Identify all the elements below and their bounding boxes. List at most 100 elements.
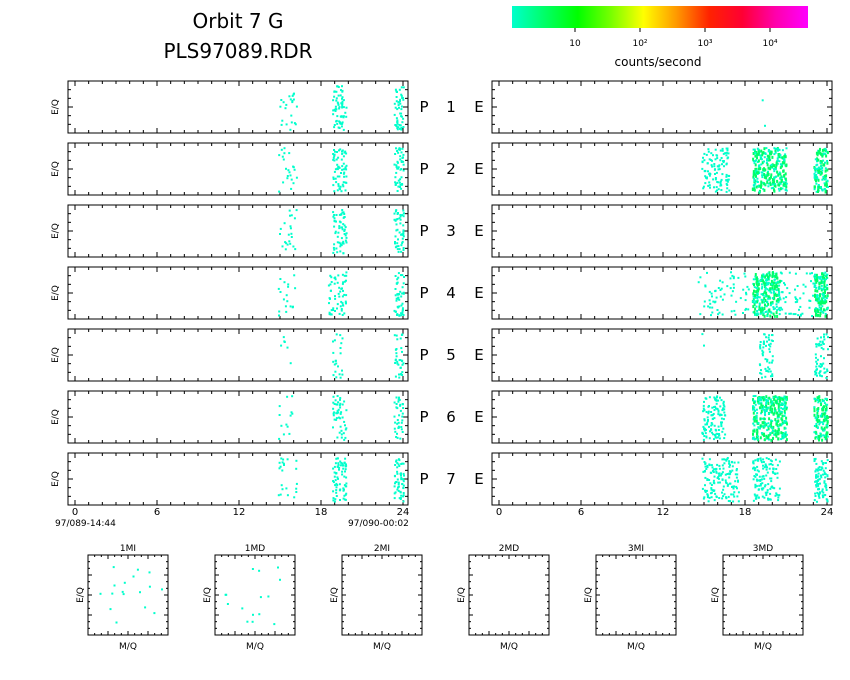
count-mark: [755, 419, 758, 423]
count-mark: [333, 363, 336, 366]
count-mark: [752, 408, 754, 411]
count-mark: [730, 294, 733, 297]
count-mark: [818, 365, 821, 368]
count-mark: [396, 228, 399, 231]
count-mark: [756, 438, 759, 441]
count-mark: [400, 421, 403, 424]
count-mark: [754, 467, 757, 470]
count-mark: [765, 283, 768, 286]
count-mark: [824, 147, 827, 150]
count-mark: [760, 398, 763, 401]
count-mark: [400, 105, 403, 108]
count-mark: [393, 401, 396, 404]
count-mark: [816, 396, 819, 400]
count-mark: [341, 100, 344, 103]
count-mark: [713, 406, 715, 409]
count-mark: [771, 410, 773, 414]
count-mark: [287, 169, 290, 172]
count-mark: [768, 396, 771, 400]
count-mark: [820, 355, 822, 358]
count-mark: [754, 182, 757, 185]
count-mark: [760, 410, 763, 413]
count-mark: [770, 419, 773, 422]
count-mark: [332, 499, 335, 502]
count-mark: [770, 477, 773, 480]
count-mark: [395, 299, 398, 302]
count-mark: [821, 488, 824, 491]
count-mark: [823, 174, 826, 178]
count-mark: [397, 238, 399, 241]
count-mark: [329, 274, 332, 277]
count-mark: [753, 177, 756, 180]
count-mark: [402, 163, 405, 166]
count-mark: [341, 104, 344, 107]
count-mark: [785, 438, 788, 442]
count-mark: [752, 157, 755, 161]
x-tick-label: 6: [578, 507, 584, 518]
count-mark: [704, 175, 707, 178]
count-mark: [396, 127, 399, 129]
count-mark: [824, 177, 827, 180]
mq-panel-1MI: M/QE/Q: [76, 554, 169, 652]
count-mark: [785, 407, 788, 411]
count-mark: [735, 300, 738, 303]
count-mark: [394, 288, 397, 290]
count-mark: [785, 182, 788, 185]
count-mark: [822, 418, 825, 422]
count-mark: [777, 419, 780, 423]
count-mark: [711, 406, 714, 409]
count-mark: [784, 283, 786, 286]
count-mark: [821, 148, 824, 152]
count-mark: [339, 417, 342, 420]
count-mark: [784, 312, 787, 315]
colorbar-ticks: [574, 28, 771, 32]
count-mark: [342, 115, 345, 118]
count-mark: [710, 152, 713, 155]
count-mark: [714, 405, 717, 408]
count-mark: [402, 209, 405, 212]
count-mark: [701, 487, 704, 490]
count-mark: [768, 417, 771, 421]
count-mark: [732, 493, 735, 496]
count-mark: [342, 99, 345, 102]
count-mark: [336, 395, 339, 397]
count-mark: [763, 301, 766, 304]
count-mark: [816, 412, 819, 415]
count-mark: [397, 398, 400, 401]
count-mark: [344, 300, 347, 303]
count-mark: [707, 412, 710, 415]
count-mark: [814, 470, 817, 473]
count-mark: [341, 304, 344, 307]
count-mark: [759, 436, 762, 440]
count-mark: [338, 107, 341, 110]
count-mark: [815, 462, 818, 465]
count-mark: [756, 432, 759, 436]
count-mark: [725, 179, 728, 182]
count-mark: [752, 175, 755, 179]
count-mark: [777, 183, 780, 187]
count-mark: [333, 190, 336, 193]
count-mark: [289, 362, 292, 365]
count-mark: [819, 160, 822, 163]
count-mark: [815, 416, 818, 419]
count-mark: [762, 461, 765, 463]
count-mark: [338, 373, 341, 376]
count-mark: [776, 162, 779, 165]
count-mark: [769, 167, 772, 171]
count-mark: [294, 287, 297, 290]
count-mark: [278, 414, 281, 416]
count-mark: [396, 488, 399, 491]
count-mark: [783, 436, 785, 439]
count-mark: [764, 285, 766, 289]
count-mark: [394, 362, 397, 364]
count-mark: [819, 147, 821, 151]
count-mark: [820, 279, 823, 283]
count-mark: [397, 427, 400, 429]
count-mark: [337, 103, 340, 106]
count-mark: [393, 113, 396, 116]
count-mark: [401, 233, 404, 236]
count-mark: [826, 168, 829, 172]
row-number-label: 4: [446, 284, 456, 302]
count-mark: [396, 432, 398, 435]
count-mark: [815, 365, 818, 368]
